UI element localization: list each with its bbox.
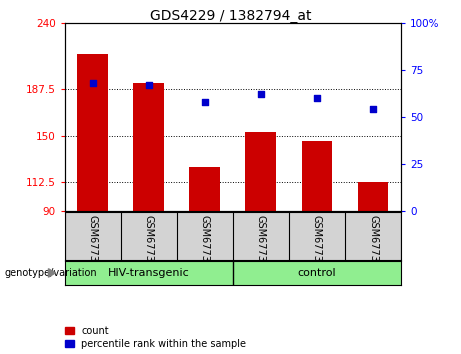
Bar xyxy=(77,54,108,211)
Bar xyxy=(301,141,332,211)
Point xyxy=(257,91,265,97)
Text: GSM677394: GSM677394 xyxy=(312,215,322,274)
Text: GSM677393: GSM677393 xyxy=(256,215,266,274)
Legend: count, percentile rank within the sample: count, percentile rank within the sample xyxy=(65,326,246,349)
Point xyxy=(201,99,208,105)
Bar xyxy=(358,182,389,211)
Text: GSM677391: GSM677391 xyxy=(144,215,154,274)
Text: GSM677392: GSM677392 xyxy=(200,215,210,274)
Bar xyxy=(245,132,276,211)
Point xyxy=(145,82,152,88)
Text: GDS4229 / 1382794_at: GDS4229 / 1382794_at xyxy=(150,9,311,23)
Text: GSM677390: GSM677390 xyxy=(88,215,98,274)
Point xyxy=(369,107,377,112)
Text: GSM677395: GSM677395 xyxy=(368,215,378,274)
Point xyxy=(89,80,96,86)
Point xyxy=(313,95,321,101)
Text: genotype/variation: genotype/variation xyxy=(5,268,97,278)
Text: HIV-transgenic: HIV-transgenic xyxy=(108,268,189,278)
Bar xyxy=(133,83,164,211)
Text: control: control xyxy=(298,268,336,278)
Bar xyxy=(189,167,220,211)
